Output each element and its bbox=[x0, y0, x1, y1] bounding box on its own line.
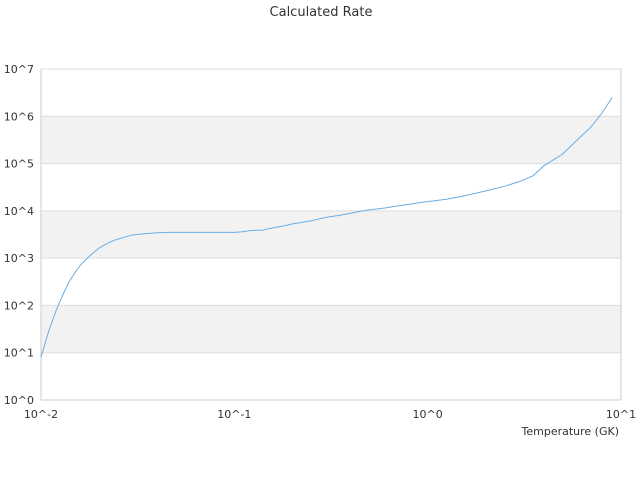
x-tick-label: 10^1 bbox=[606, 408, 636, 421]
x-axis-ticks: 10^-2 10^-1 10^0 10^1 bbox=[24, 408, 636, 421]
x-tick-label: 10^-2 bbox=[24, 408, 58, 421]
y-tick-label: 10^5 bbox=[4, 158, 34, 171]
y-tick-label: 10^0 bbox=[4, 394, 34, 407]
series-group bbox=[40, 97, 613, 358]
y-tick-label: 10^6 bbox=[4, 110, 34, 123]
y-tick-label: 10^4 bbox=[4, 205, 34, 218]
y-tick-label: 10^7 bbox=[4, 63, 34, 76]
grid-band bbox=[41, 116, 621, 164]
y-axis-ticks: 10^0 10^1 10^2 10^3 10^4 10^5 10^6 10^7 bbox=[4, 63, 34, 407]
grid-band bbox=[41, 305, 621, 353]
plot-bands bbox=[41, 116, 621, 353]
x-tick-label: 10^-1 bbox=[217, 408, 251, 421]
gridlines bbox=[41, 68, 621, 401]
y-tick-label: 10^1 bbox=[4, 347, 34, 360]
x-axis-label: Temperature (GK) bbox=[521, 425, 620, 438]
grid-band bbox=[41, 210, 621, 259]
x-tick-label: 10^0 bbox=[413, 408, 443, 421]
series-line bbox=[40, 97, 613, 358]
plot-frame bbox=[40, 69, 622, 401]
chart-title: Calculated Rate bbox=[270, 5, 373, 20]
y-tick-label: 10^3 bbox=[4, 252, 34, 265]
y-tick-label: 10^2 bbox=[4, 299, 34, 312]
